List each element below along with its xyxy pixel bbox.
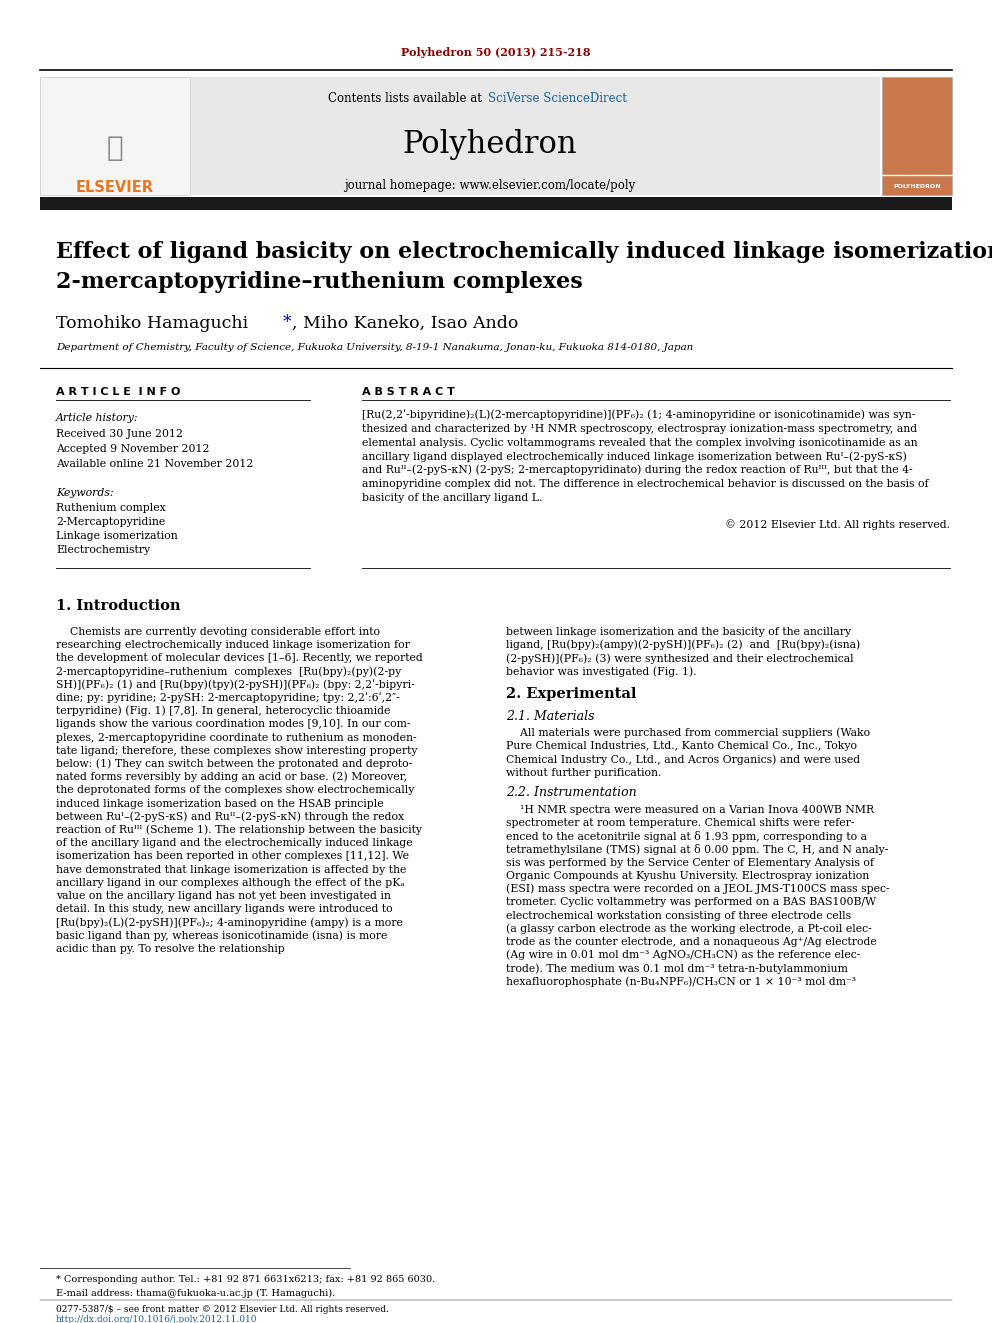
Bar	[40, 197, 952, 210]
Text: have demonstrated that linkage isomerization is affected by the: have demonstrated that linkage isomeriza…	[56, 865, 407, 875]
Text: (Ag wire in 0.01 mol dm⁻³ AgNO₃/CH₃CN) as the reference elec-: (Ag wire in 0.01 mol dm⁻³ AgNO₃/CH₃CN) a…	[506, 950, 860, 960]
Text: ancillary ligand in our complexes although the effect of the pKₐ: ancillary ligand in our complexes althou…	[56, 877, 405, 888]
Text: Keywords:: Keywords:	[56, 488, 114, 497]
Text: trometer. Cyclic voltammetry was performed on a BAS BAS100B/W: trometer. Cyclic voltammetry was perform…	[506, 897, 876, 908]
Text: induced linkage isomerization based on the HSAB principle: induced linkage isomerization based on t…	[56, 799, 384, 808]
Text: 2.2. Instrumentation: 2.2. Instrumentation	[506, 786, 637, 799]
Bar	[882, 77, 952, 194]
Text: spectrometer at room temperature. Chemical shifts were refer-: spectrometer at room temperature. Chemic…	[506, 818, 854, 828]
Text: basicity of the ancillary ligand L.: basicity of the ancillary ligand L.	[362, 492, 543, 503]
Text: © 2012 Elsevier Ltd. All rights reserved.: © 2012 Elsevier Ltd. All rights reserved…	[725, 520, 950, 531]
Text: POLYHEDRON: POLYHEDRON	[893, 184, 940, 189]
Text: http://dx.doi.org/10.1016/j.poly.2012.11.010: http://dx.doi.org/10.1016/j.poly.2012.11…	[56, 1315, 258, 1323]
Text: plexes, 2-mercaptopyridine coordinate to ruthenium as monoden-: plexes, 2-mercaptopyridine coordinate to…	[56, 733, 417, 742]
Text: * Corresponding author. Tel.: +81 92 871 6631x6213; fax: +81 92 865 6030.: * Corresponding author. Tel.: +81 92 871…	[56, 1275, 435, 1285]
Text: Ruthenium complex: Ruthenium complex	[56, 503, 166, 513]
Text: Organic Compounds at Kyushu University. Electrospray ionization: Organic Compounds at Kyushu University. …	[506, 871, 869, 881]
Text: Article history:: Article history:	[56, 413, 139, 423]
Text: (a glassy carbon electrode as the working electrode, a Pt-coil elec-: (a glassy carbon electrode as the workin…	[506, 923, 872, 934]
Text: Polyhedron: Polyhedron	[403, 130, 577, 160]
Text: Accepted 9 November 2012: Accepted 9 November 2012	[56, 445, 209, 454]
Text: , Miho Kaneko, Isao Ando: , Miho Kaneko, Isao Ando	[292, 315, 519, 332]
Text: of the ancillary ligand and the electrochemically induced linkage: of the ancillary ligand and the electroc…	[56, 839, 413, 848]
Text: terpyridine) (Fig. 1) [7,8]. In general, heterocyclic thioamide: terpyridine) (Fig. 1) [7,8]. In general,…	[56, 706, 391, 717]
Text: SH)](PF₆)₂ (1) and [Ru(bpy)(tpy)(2-pySH)](PF₆)₂ (bpy: 2,2ʹ-bipyri-: SH)](PF₆)₂ (1) and [Ru(bpy)(tpy)(2-pySH)…	[56, 680, 415, 691]
Text: (ESI) mass spectra were recorded on a JEOL JMS-T100CS mass spec-: (ESI) mass spectra were recorded on a JE…	[506, 884, 890, 894]
Text: A B S T R A C T: A B S T R A C T	[362, 388, 455, 397]
Text: nated forms reversibly by adding an acid or base. (2) Moreover,: nated forms reversibly by adding an acid…	[56, 771, 407, 782]
Text: elemental analysis. Cyclic voltammograms revealed that the complex involving iso: elemental analysis. Cyclic voltammograms…	[362, 438, 918, 447]
Text: Chemists are currently devoting considerable effort into: Chemists are currently devoting consider…	[56, 627, 380, 636]
Text: aminopyridine complex did not. The difference in electrochemical behavior is dis: aminopyridine complex did not. The diffe…	[362, 479, 929, 490]
Text: E-mail address: thama@fukuoka-u.ac.jp (T. Hamaguchi).: E-mail address: thama@fukuoka-u.ac.jp (T…	[56, 1289, 335, 1298]
Text: ¹H NMR spectra were measured on a Varian Inova 400WB NMR: ¹H NMR spectra were measured on a Varian…	[506, 804, 874, 815]
Text: below: (1) They can switch between the protonated and deproto-: below: (1) They can switch between the p…	[56, 758, 413, 769]
Text: 2-mercaptopyridine–ruthenium complexes: 2-mercaptopyridine–ruthenium complexes	[56, 271, 582, 292]
Text: trode). The medium was 0.1 mol dm⁻³ tetra-n-butylammonium: trode). The medium was 0.1 mol dm⁻³ tetr…	[506, 963, 848, 974]
Text: without further purification.: without further purification.	[506, 767, 662, 778]
Text: the deprotonated forms of the complexes show electrochemically: the deprotonated forms of the complexes …	[56, 786, 415, 795]
Text: basic ligand than py, whereas isonicotinamide (isna) is more: basic ligand than py, whereas isonicotin…	[56, 930, 387, 941]
Text: ligands show the various coordination modes [9,10]. In our com-: ligands show the various coordination mo…	[56, 720, 411, 729]
Text: 🌳: 🌳	[107, 134, 123, 161]
Text: Contents lists available at: Contents lists available at	[328, 91, 486, 105]
Text: *: *	[283, 315, 292, 332]
Text: 2-mercaptopyridine–ruthenium  complexes  [Ru(bpy)₂(py)(2-py: 2-mercaptopyridine–ruthenium complexes […	[56, 667, 401, 677]
Text: sis was performed by the Service Center of Elementary Analysis of: sis was performed by the Service Center …	[506, 857, 874, 868]
Text: electrochemical workstation consisting of three electrode cells: electrochemical workstation consisting o…	[506, 910, 851, 921]
Text: 0277-5387/$ – see front matter © 2012 Elsevier Ltd. All rights reserved.: 0277-5387/$ – see front matter © 2012 El…	[56, 1304, 389, 1314]
Text: Effect of ligand basicity on electrochemically induced linkage isomerization in: Effect of ligand basicity on electrochem…	[56, 241, 992, 263]
Text: dine; py: pyridine; 2-pySH: 2-mercaptopyridine; tpy: 2,2ʹ:6ʹ,2″-: dine; py: pyridine; 2-pySH: 2-mercaptopy…	[56, 693, 400, 704]
Text: behavior was investigated (Fig. 1).: behavior was investigated (Fig. 1).	[506, 667, 696, 677]
Text: detail. In this study, new ancillary ligands were introduced to: detail. In this study, new ancillary lig…	[56, 904, 393, 914]
Text: between linkage isomerization and the basicity of the ancillary: between linkage isomerization and the ba…	[506, 627, 851, 636]
Text: tate ligand; therefore, these complexes show interesting property: tate ligand; therefore, these complexes …	[56, 746, 418, 755]
Text: Linkage isomerization: Linkage isomerization	[56, 531, 178, 541]
Text: (2-pySH)](PF₆)₂ (3) were synthesized and their electrochemical: (2-pySH)](PF₆)₂ (3) were synthesized and…	[506, 654, 854, 664]
Text: A R T I C L E  I N F O: A R T I C L E I N F O	[56, 388, 181, 397]
Bar	[40, 77, 880, 194]
Text: Department of Chemistry, Faculty of Science, Fukuoka University, 8-19-1 Nanakuma: Department of Chemistry, Faculty of Scie…	[56, 344, 693, 352]
Text: Available online 21 November 2012: Available online 21 November 2012	[56, 459, 253, 468]
Text: hexafluorophosphate (n-Bu₄NPF₆)/CH₃CN or 1 × 10⁻³ mol dm⁻³: hexafluorophosphate (n-Bu₄NPF₆)/CH₃CN or…	[506, 976, 856, 987]
Text: ancillary ligand displayed electrochemically induced linkage isomerization betwe: ancillary ligand displayed electrochemic…	[362, 451, 907, 462]
Text: 2. Experimental: 2. Experimental	[506, 687, 637, 701]
Text: journal homepage: www.elsevier.com/locate/poly: journal homepage: www.elsevier.com/locat…	[344, 179, 636, 192]
Text: All materials were purchased from commercial suppliers (Wako: All materials were purchased from commer…	[506, 728, 870, 738]
Text: [Ru(bpy)₂(L)(2-pySH)](PF₆)₂; 4-aminopyridine (ampy) is a more: [Ru(bpy)₂(L)(2-pySH)](PF₆)₂; 4-aminopyri…	[56, 917, 403, 927]
Text: ELSEVIER: ELSEVIER	[76, 180, 154, 196]
Text: value on the ancillary ligand has not yet been investigated in: value on the ancillary ligand has not ye…	[56, 890, 391, 901]
Text: trode as the counter electrode, and a nonaqueous Ag⁺/Ag electrode: trode as the counter electrode, and a no…	[506, 937, 877, 947]
Text: the development of molecular devices [1–6]. Recently, we reported: the development of molecular devices [1–…	[56, 654, 423, 663]
Text: ligand, [Ru(bpy)₂(ampy)(2-pySH)](PF₆)₂ (2)  and  [Ru(bpy)₂(isna): ligand, [Ru(bpy)₂(ampy)(2-pySH)](PF₆)₂ (…	[506, 640, 860, 651]
Text: and Ruᴵᴵ–(2-pyS-κN) (2-pyS; 2-mercaptopyridinato) during the redox reaction of R: and Ruᴵᴵ–(2-pyS-κN) (2-pyS; 2-mercaptopy…	[362, 464, 913, 475]
Bar	[40, 77, 190, 194]
Text: 2-Mercaptopyridine: 2-Mercaptopyridine	[56, 517, 166, 527]
Text: 2.1. Materials: 2.1. Materials	[506, 709, 594, 722]
Text: 1. Introduction: 1. Introduction	[56, 599, 181, 613]
Text: [Ru(2,2ʹ-bipyridine)₂(L)(2-mercaptopyridine)](PF₆)₂ (1; 4-aminopyridine or isoni: [Ru(2,2ʹ-bipyridine)₂(L)(2-mercaptopyrid…	[362, 410, 916, 421]
Text: between Ruᴵ–(2-pyS-κS) and Ruᴵᴵ–(2-pyS-κN) through the redox: between Ruᴵ–(2-pyS-κS) and Ruᴵᴵ–(2-pyS-κ…	[56, 811, 404, 822]
Text: isomerization has been reported in other complexes [11,12]. We: isomerization has been reported in other…	[56, 852, 409, 861]
Text: tetramethylsilane (TMS) signal at δ 0.00 ppm. The C, H, and N analy-: tetramethylsilane (TMS) signal at δ 0.00…	[506, 844, 889, 855]
Text: Pure Chemical Industries, Ltd., Kanto Chemical Co., Inc., Tokyo: Pure Chemical Industries, Ltd., Kanto Ch…	[506, 741, 857, 751]
Text: SciVerse ScienceDirect: SciVerse ScienceDirect	[488, 91, 627, 105]
Text: researching electrochemically induced linkage isomerization for: researching electrochemically induced li…	[56, 640, 410, 650]
Text: reaction of Ruᴵᴵᴵ (Scheme 1). The relationship between the basicity: reaction of Ruᴵᴵᴵ (Scheme 1). The relati…	[56, 824, 422, 835]
Text: thesized and characterized by ¹H NMR spectroscopy, electrospray ionization-mass : thesized and characterized by ¹H NMR spe…	[362, 423, 918, 434]
Text: Polyhedron 50 (2013) 215-218: Polyhedron 50 (2013) 215-218	[401, 46, 591, 57]
Text: Chemical Industry Co., Ltd., and Acros Organics) and were used: Chemical Industry Co., Ltd., and Acros O…	[506, 754, 860, 765]
Text: acidic than py. To resolve the relationship: acidic than py. To resolve the relations…	[56, 943, 285, 954]
Text: Received 30 June 2012: Received 30 June 2012	[56, 429, 183, 439]
Text: enced to the acetonitrile signal at δ 1.93 ppm, corresponding to a: enced to the acetonitrile signal at δ 1.…	[506, 831, 867, 841]
Text: Tomohiko Hamaguchi: Tomohiko Hamaguchi	[56, 315, 254, 332]
Text: Electrochemistry: Electrochemistry	[56, 545, 150, 556]
